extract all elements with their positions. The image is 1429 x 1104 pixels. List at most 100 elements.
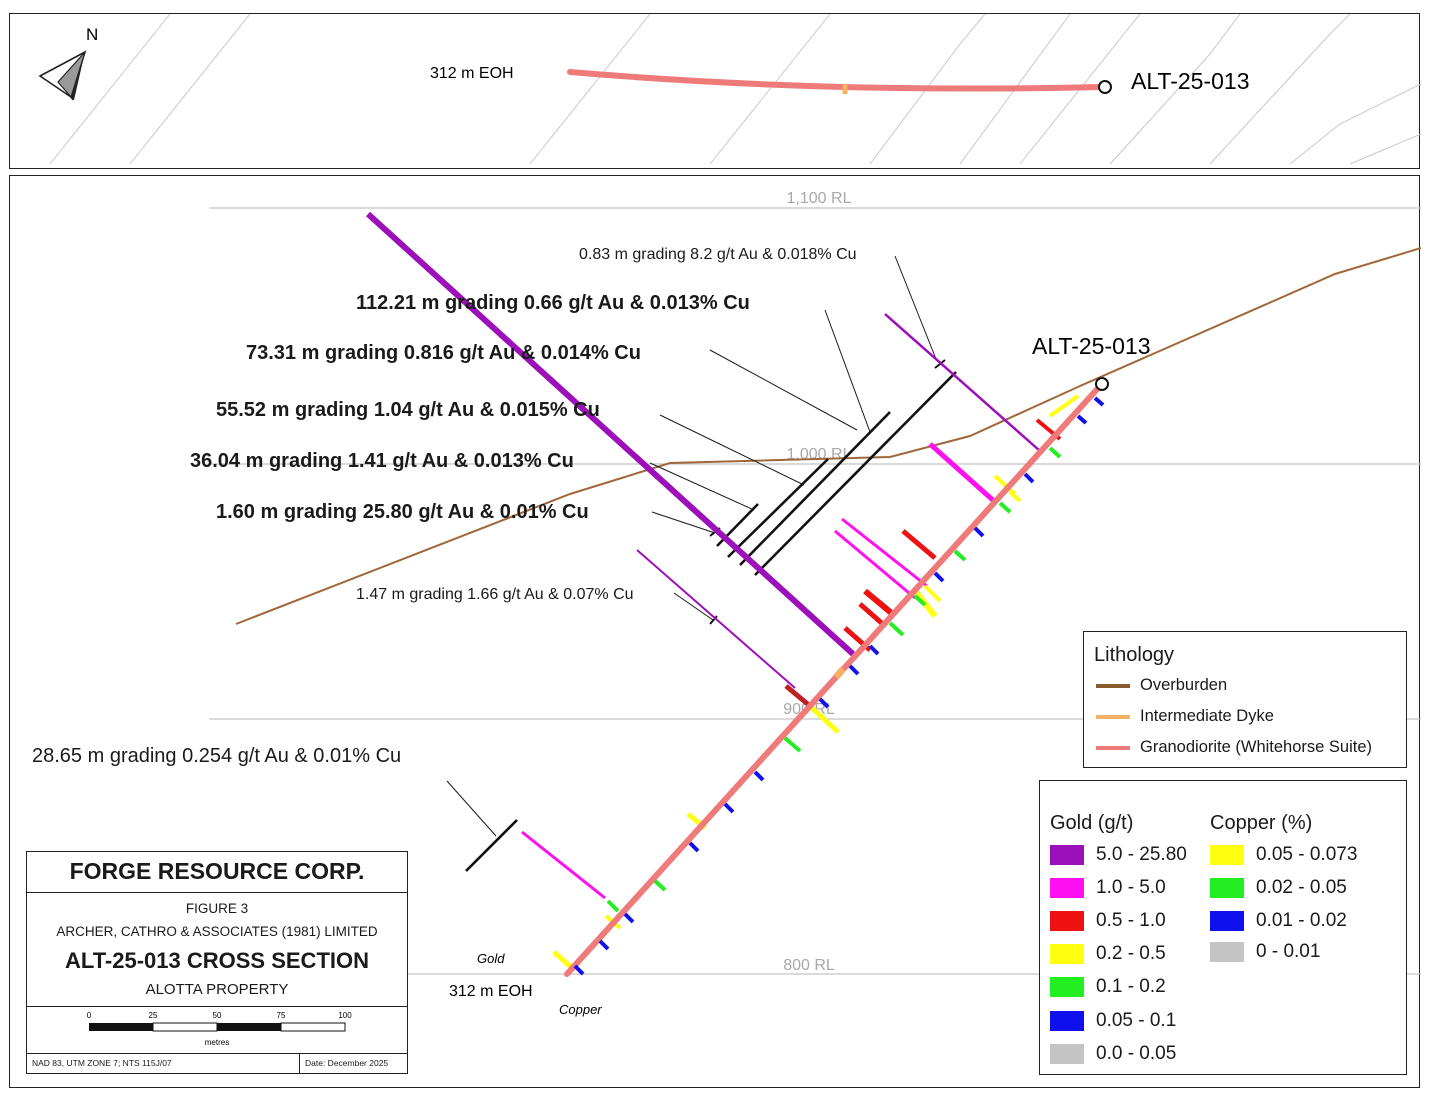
intercept-label-6: 1.60 m grading 25.80 g/t Au & 0.01% Cu [216, 501, 589, 523]
gold-legend-label: 1.0 - 5.0 [1096, 877, 1166, 898]
gold-swatch [1050, 845, 1084, 865]
intercept-label-8: 28.65 m grading 0.254 g/t Au & 0.01% Cu [32, 745, 401, 767]
figure-number: FIGURE 3 [185, 901, 249, 916]
section-hole-trace [564, 383, 1103, 977]
section-collar-marker [1095, 377, 1109, 391]
gold-legend-label: 0.2 - 0.5 [1096, 943, 1166, 964]
gold-side-label: Gold [477, 951, 505, 966]
copper-side-label: Copper [559, 1002, 602, 1017]
section-hole-label: ALT-25-013 [1032, 333, 1150, 359]
gold-legend-label: 5.0 - 25.80 [1096, 844, 1187, 865]
copper-legend-item: 0.05 - 0.073 [1210, 844, 1357, 866]
gold-legend-item: 5.0 - 25.80 [1050, 844, 1187, 866]
granodiorite-swatch [1096, 745, 1130, 750]
gold-legend-label: 0.1 - 0.2 [1096, 976, 1166, 997]
gold-swatch [1050, 1044, 1084, 1064]
copper-swatch [1210, 845, 1244, 865]
figure-title: ALT-25-013 CROSS SECTION [65, 948, 369, 973]
overburden-swatch [1096, 683, 1130, 688]
scale-tick-0: 0 [87, 1011, 92, 1020]
scale-segment [89, 1023, 153, 1031]
property-name: ALOTTA PROPERTY [145, 981, 289, 998]
scale-tick-25: 25 [149, 1011, 158, 1020]
lithology-item-label: Intermediate Dyke [1140, 707, 1274, 725]
section-eoh-label: 312 m EOH [449, 983, 533, 1000]
intercept-ticks [709, 359, 946, 625]
copper-legend-label: 0 - 0.01 [1256, 941, 1321, 962]
scale-segment [152, 1022, 218, 1032]
dyke-swatch [1096, 714, 1130, 719]
gold-legend-item: 0.1 - 0.2 [1050, 976, 1166, 998]
intercept-label-3: 73.31 m grading 0.816 g/t Au & 0.014% Cu [246, 342, 641, 364]
plan-collar-marker [1098, 80, 1112, 94]
gold-legend-item: 0.05 - 0.1 [1050, 1010, 1176, 1032]
plan-hole-trace [567, 69, 1105, 92]
cross-section-map: 1,100 RL 1,000 RL 900 RL 800 RL [32, 190, 1422, 1017]
gold-swatch [1050, 977, 1084, 997]
scale-tick-100: 100 [338, 1011, 352, 1020]
title-divider [27, 892, 407, 893]
copper-grade-bars [573, 396, 1105, 976]
plan-eoh-label: 312 m EOH [430, 65, 514, 82]
gold-swatch [1050, 878, 1084, 898]
scale-bar: 0 25 50 75 100 metres [87, 1011, 352, 1047]
gold-legend-item: 0.5 - 1.0 [1050, 910, 1166, 932]
grade-legend: Gold (g/t) Copper (%) 5.0 - 25.80 1.0 - … [1039, 780, 1407, 1075]
gold-legend-label: 0.05 - 0.1 [1096, 1010, 1177, 1031]
plan-view-panel: N 312 m EOH ALT-25-013 [9, 13, 1422, 169]
intercept-leaders [446, 255, 937, 837]
title-block: FORGE RESOURCE CORP. FIGURE 3 ARCHER, CA… [26, 851, 408, 1074]
gold-legend-item: 1.0 - 5.0 [1050, 877, 1166, 899]
scale-unit: metres [205, 1038, 229, 1047]
scale-segment [280, 1022, 346, 1032]
scale-tick-50: 50 [213, 1011, 222, 1020]
lithology-item-label: Granodiorite (Whitehorse Suite) [1140, 738, 1373, 756]
north-arrow-icon [38, 50, 87, 101]
copper-swatch [1210, 911, 1244, 931]
copper-swatch [1210, 878, 1244, 898]
intercept-label-4: 55.52 m grading 1.04 g/t Au & 0.015% Cu [216, 399, 600, 421]
copper-legend-item: 0.01 - 0.02 [1210, 910, 1347, 932]
consultant-name: ARCHER, CATHRO & ASSOCIATES (1981) LIMIT… [56, 924, 378, 939]
intercept-label-7: 1.47 m grading 1.66 g/t Au & 0.07% Cu [356, 586, 634, 603]
copper-legend-label: 0.02 - 0.05 [1256, 877, 1347, 898]
copper-legend-item: 0.02 - 0.05 [1210, 877, 1347, 899]
plan-hole-label: ALT-25-013 [1131, 68, 1249, 94]
intercept-label-1: 0.83 m grading 8.2 g/t Au & 0.018% Cu [579, 246, 857, 263]
gold-legend-item: 0.0 - 0.05 [1050, 1043, 1176, 1065]
gold-swatch [1050, 1011, 1084, 1031]
title-divider [27, 1053, 407, 1054]
lithology-item-label: Overburden [1140, 676, 1228, 694]
copper-legend-label: 0.01 - 0.02 [1256, 910, 1347, 931]
gold-legend-label: 0.5 - 1.0 [1096, 910, 1166, 931]
copper-legend-item: 0 - 0.01 [1210, 941, 1320, 963]
gold-swatch [1050, 944, 1084, 964]
scale-tick-75: 75 [277, 1011, 286, 1020]
copper-legend-title: Copper (%) [1210, 812, 1313, 834]
intercept-labels: 0.83 m grading 8.2 g/t Au & 0.018% Cu 11… [32, 246, 857, 767]
gold-legend-title: Gold (g/t) [1050, 812, 1134, 834]
title-divider [27, 1006, 407, 1007]
company-name: FORGE RESOURCE CORP. [69, 858, 365, 884]
gold-legend-label: 0.0 - 0.05 [1096, 1043, 1177, 1064]
gold-swatch [1050, 911, 1084, 931]
intercept-label-5: 36.04 m grading 1.41 g/t Au & 0.013% Cu [190, 450, 574, 472]
copper-swatch [1210, 942, 1244, 962]
lithology-item-overburden: Overburden [1096, 676, 1227, 695]
plan-view-map: N 312 m EOH ALT-25-013 [38, 13, 1422, 165]
rl-labels: 1,100 RL 1,000 RL 900 RL 800 RL [783, 190, 851, 974]
lithology-item-dyke: Intermediate Dyke [1096, 707, 1274, 726]
scale-segment [217, 1023, 281, 1031]
intercept-label-2: 112.21 m grading 0.66 g/t Au & 0.013% Cu [356, 292, 750, 314]
gold-grade-bars [365, 211, 1080, 970]
lithology-legend-title: Lithology [1094, 644, 1175, 666]
figure-date: Date: December 2025 [305, 1058, 389, 1068]
title-divider-vertical [299, 1053, 300, 1073]
dyke-interval [833, 666, 846, 680]
rl-label-1100: 1,100 RL [787, 190, 852, 207]
projection-info: NAD 83, UTM ZONE 7; NTS 115J/07 [32, 1058, 172, 1068]
north-label: N [86, 25, 98, 44]
gold-legend-item: 0.2 - 0.5 [1050, 943, 1166, 965]
rl-label-800: 800 RL [783, 957, 835, 974]
copper-legend-label: 0.05 - 0.073 [1256, 844, 1358, 865]
